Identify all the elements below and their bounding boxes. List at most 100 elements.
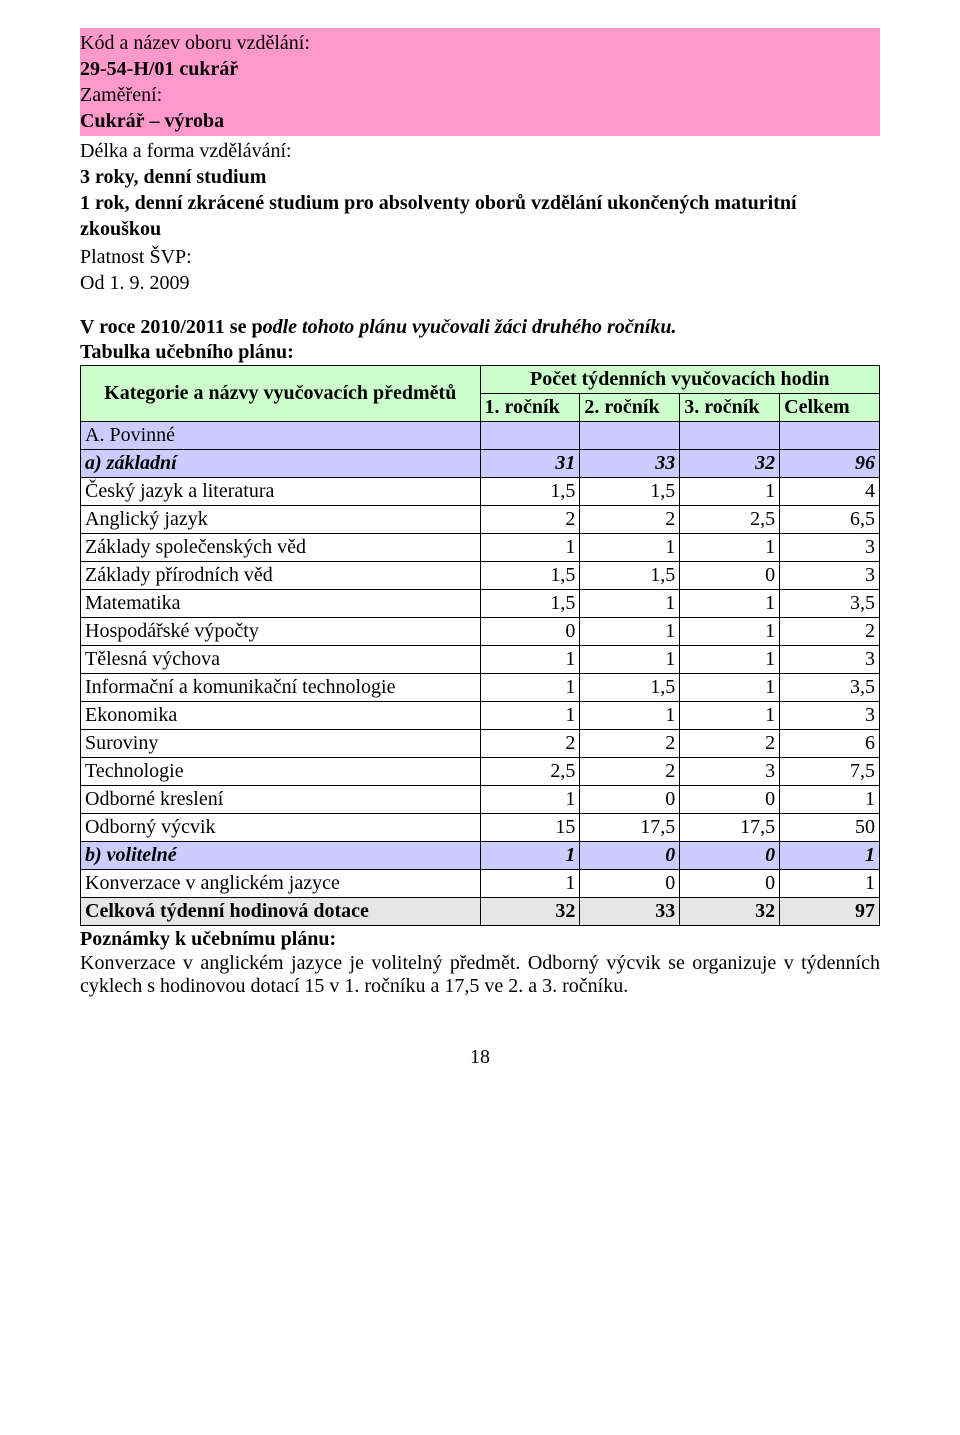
subcol-1: 1. ročník bbox=[480, 394, 580, 422]
row-value: 3 bbox=[780, 562, 880, 590]
row-value: 15 bbox=[480, 814, 580, 842]
row-value: 1,5 bbox=[480, 478, 580, 506]
row-value: 32 bbox=[480, 898, 580, 926]
row-value: 2,5 bbox=[680, 506, 780, 534]
row-value: 17,5 bbox=[680, 814, 780, 842]
row-label: Ekonomika bbox=[81, 702, 481, 730]
row-value bbox=[580, 422, 680, 450]
row-value: 2 bbox=[580, 506, 680, 534]
row-value: 1,5 bbox=[580, 478, 680, 506]
table-header-row-1: Kategorie a názvy vyučovacích předmětů P… bbox=[81, 366, 880, 394]
row-label: Tělesná výchova bbox=[81, 646, 481, 674]
row-value: 2,5 bbox=[480, 758, 580, 786]
row-label: Základy přírodních věd bbox=[81, 562, 481, 590]
row-value: 2 bbox=[780, 618, 880, 646]
row-label: a) základní bbox=[81, 450, 481, 478]
delka-label: Délka a forma vzdělávání: bbox=[80, 138, 880, 164]
row-value: 1 bbox=[480, 674, 580, 702]
notes-title: Poznámky k učebnímu plánu: bbox=[80, 926, 880, 952]
delka-line1: 3 roky, denní studium bbox=[80, 164, 880, 190]
row-value: 3,5 bbox=[780, 674, 880, 702]
row-value: 1 bbox=[680, 674, 780, 702]
row-value bbox=[780, 422, 880, 450]
sentence: V roce 2010/2011 se podle tohoto plánu v… bbox=[80, 316, 880, 339]
row-value: 1 bbox=[580, 702, 680, 730]
row-value: 3,5 bbox=[780, 590, 880, 618]
row-value: 3 bbox=[680, 758, 780, 786]
header-block: Kód a název oboru vzdělání: 29-54-H/01 c… bbox=[80, 28, 880, 136]
row-value: 17,5 bbox=[580, 814, 680, 842]
curriculum-table: Kategorie a názvy vyučovacích předmětů P… bbox=[80, 365, 880, 926]
table-row: Matematika1,5113,5 bbox=[81, 590, 880, 618]
table-row: Hospodářské výpočty0112 bbox=[81, 618, 880, 646]
row-value: 4 bbox=[780, 478, 880, 506]
row-value: 1 bbox=[480, 646, 580, 674]
row-value bbox=[680, 422, 780, 450]
row-value: 31 bbox=[480, 450, 580, 478]
table-row: Technologie2,5237,5 bbox=[81, 758, 880, 786]
subcol-2: 2. ročník bbox=[580, 394, 680, 422]
page: Kód a název oboru vzdělání: 29-54-H/01 c… bbox=[0, 0, 960, 1129]
row-value: 1,5 bbox=[580, 562, 680, 590]
row-value bbox=[480, 422, 580, 450]
row-label: Matematika bbox=[81, 590, 481, 618]
row-value: 1 bbox=[780, 870, 880, 898]
table-row: Celková týdenní hodinová dotace32333297 bbox=[81, 898, 880, 926]
row-label: Celková týdenní hodinová dotace bbox=[81, 898, 481, 926]
zamereni-value: Cukrář – výroba bbox=[80, 108, 880, 134]
row-label: Anglický jazyk bbox=[81, 506, 481, 534]
table-row: b) volitelné1001 bbox=[81, 842, 880, 870]
sentence-prefix: V roce 2010/2011 se p bbox=[80, 316, 263, 338]
row-value: 96 bbox=[780, 450, 880, 478]
sentence-italic: odle tohoto plánu vyučovali žáci druhého… bbox=[263, 316, 677, 338]
row-value: 1 bbox=[680, 534, 780, 562]
row-value: 32 bbox=[680, 898, 780, 926]
row-value: 3 bbox=[780, 534, 880, 562]
row-label: Odborné kreslení bbox=[81, 786, 481, 814]
row-label: Základy společenských věd bbox=[81, 534, 481, 562]
row-value: 2 bbox=[480, 730, 580, 758]
delka-line2: 1 rok, denní zkrácené studium pro absolv… bbox=[80, 190, 880, 242]
row-value: 1 bbox=[480, 870, 580, 898]
row-value: 1 bbox=[580, 534, 680, 562]
row-value: 1 bbox=[680, 702, 780, 730]
table-row: Odborné kreslení1001 bbox=[81, 786, 880, 814]
table-row: Odborný výcvik1517,517,550 bbox=[81, 814, 880, 842]
zamereni-label: Zaměření: bbox=[80, 82, 880, 108]
row-value: 0 bbox=[480, 618, 580, 646]
col-header-left: Kategorie a názvy vyučovacích předmětů bbox=[81, 366, 481, 422]
table-row: Základy přírodních věd1,51,503 bbox=[81, 562, 880, 590]
row-value: 7,5 bbox=[780, 758, 880, 786]
subcol-3: 3. ročník bbox=[680, 394, 780, 422]
table-row: A. Povinné bbox=[81, 422, 880, 450]
table-row: Anglický jazyk222,56,5 bbox=[81, 506, 880, 534]
row-value: 0 bbox=[580, 842, 680, 870]
row-value: 1 bbox=[480, 702, 580, 730]
subcol-4: Celkem bbox=[780, 394, 880, 422]
row-value: 1 bbox=[580, 590, 680, 618]
row-value: 1 bbox=[680, 646, 780, 674]
row-value: 0 bbox=[580, 786, 680, 814]
row-label: Informační a komunikační technologie bbox=[81, 674, 481, 702]
kod-value: 29-54-H/01 cukrář bbox=[80, 56, 880, 82]
row-label: Odborný výcvik bbox=[81, 814, 481, 842]
row-value: 3 bbox=[780, 646, 880, 674]
row-value: 1 bbox=[680, 618, 780, 646]
row-value: 1 bbox=[680, 590, 780, 618]
table-row: Suroviny2226 bbox=[81, 730, 880, 758]
row-value: 1,5 bbox=[480, 562, 580, 590]
row-value: 1 bbox=[480, 786, 580, 814]
row-value: 1 bbox=[680, 478, 780, 506]
table-row: a) základní31333296 bbox=[81, 450, 880, 478]
validity-label: Platnost ŠVP: bbox=[80, 244, 880, 270]
row-value: 0 bbox=[680, 786, 780, 814]
table-row: Základy společenských věd1113 bbox=[81, 534, 880, 562]
row-value: 2 bbox=[680, 730, 780, 758]
kod-label: Kód a název oboru vzdělání: bbox=[80, 30, 880, 56]
row-value: 1 bbox=[780, 842, 880, 870]
table-row: Český jazyk a literatura1,51,514 bbox=[81, 478, 880, 506]
table-row: Konverzace v anglickém jazyce1001 bbox=[81, 870, 880, 898]
row-value: 1,5 bbox=[580, 674, 680, 702]
row-label: Suroviny bbox=[81, 730, 481, 758]
row-label: b) volitelné bbox=[81, 842, 481, 870]
